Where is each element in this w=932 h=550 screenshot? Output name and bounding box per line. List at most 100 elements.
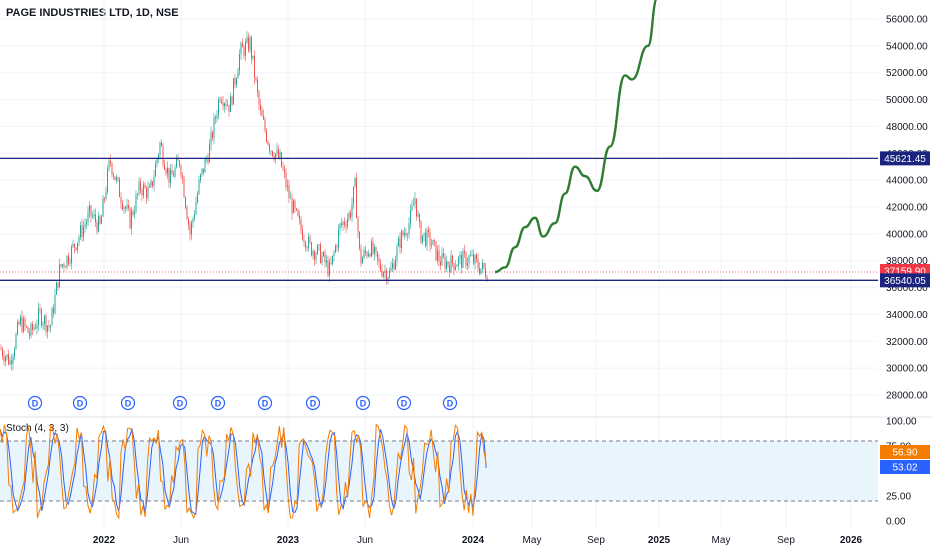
candle-body <box>444 257 446 269</box>
candle-body <box>191 222 192 235</box>
dividend-marker-circle <box>27 395 43 411</box>
candle-body <box>9 360 11 365</box>
stochastic-tick-label: 100.00 <box>886 417 917 428</box>
level-badge-upper-bg <box>880 151 930 166</box>
candle-body <box>227 104 228 106</box>
candle-body <box>189 224 191 235</box>
candle-body <box>453 263 455 270</box>
price-axis[interactable]: 28000.00 30000.00 32000.00 34000.00 36000.00… <box>886 15 928 402</box>
candle-body <box>170 169 171 183</box>
candle-body <box>443 253 444 258</box>
candle-body <box>135 194 137 212</box>
candle-body <box>359 231 360 249</box>
candle-body <box>261 109 263 117</box>
candle-body <box>165 169 167 174</box>
candle-body <box>98 215 99 232</box>
dividend-marker-circle <box>257 395 273 411</box>
candle-body <box>122 203 123 210</box>
candle-body <box>180 165 182 176</box>
candle-body <box>51 308 53 326</box>
candle-body <box>290 197 291 199</box>
dividend-marker-circle <box>210 395 226 411</box>
price-tick-label: 42000.00 <box>886 203 928 214</box>
dividend-marker-label: D <box>401 399 408 409</box>
candle-body <box>167 167 168 174</box>
stochastic-tick-label: 0.00 <box>886 517 906 528</box>
candle-body <box>387 277 389 282</box>
candle-body <box>75 247 77 250</box>
horizontal-levels[interactable] <box>0 157 878 281</box>
candle-body <box>69 263 71 265</box>
candle-body <box>474 255 476 264</box>
dividend-marker-circle <box>442 395 458 411</box>
candle-body <box>305 242 306 248</box>
candle-body <box>152 181 153 186</box>
candle-body <box>161 142 162 147</box>
price-tick-label: 30000.00 <box>886 364 928 375</box>
candle-body <box>80 225 81 238</box>
candle-body <box>371 241 372 257</box>
candle-body <box>53 308 54 314</box>
candle-body <box>234 78 236 85</box>
candle-body <box>99 215 101 224</box>
candle-body <box>224 103 225 107</box>
candle-body <box>0 348 2 350</box>
candle-body <box>365 250 366 253</box>
candle-body <box>113 174 114 177</box>
candle-body <box>255 78 257 81</box>
candle-body <box>323 252 324 257</box>
candle-body <box>251 37 252 59</box>
candle-body <box>311 242 312 256</box>
candle-body <box>422 235 423 243</box>
price-tick-label: 38000.00 <box>886 256 928 267</box>
candle-body <box>288 185 290 199</box>
candle-body <box>66 255 68 267</box>
candle-body <box>447 261 449 266</box>
price-tick-label: 56000.00 <box>886 15 928 26</box>
candle-body <box>449 265 450 273</box>
candle-body <box>236 78 237 85</box>
candle-body <box>267 141 269 145</box>
candle-body <box>33 327 35 330</box>
candle-body <box>317 245 318 255</box>
candle-body <box>45 316 47 332</box>
candle-body <box>485 268 486 278</box>
candle-body <box>428 229 429 232</box>
stoch-k-badge-bg <box>880 445 930 459</box>
candle-body <box>212 132 213 139</box>
candle-body <box>335 245 336 253</box>
candle-body <box>12 356 14 364</box>
candle-body <box>47 325 48 332</box>
time-tick-label: May <box>523 535 542 546</box>
stoch-d-badge-bg <box>880 460 930 474</box>
candle-body <box>110 160 111 164</box>
candle-body <box>338 229 339 248</box>
candle-body <box>264 119 266 131</box>
candle-body <box>137 193 138 195</box>
candle-body <box>266 130 267 142</box>
candle-body <box>215 117 216 119</box>
candle-body <box>353 186 354 204</box>
candle-body <box>8 354 9 365</box>
candle-body <box>254 55 255 79</box>
candle-body <box>179 160 180 166</box>
candle-body <box>81 225 83 237</box>
candle-body <box>182 175 183 178</box>
candle-body <box>29 332 30 336</box>
candle-body <box>381 270 383 277</box>
candle-body <box>198 180 200 194</box>
candle-body <box>425 232 426 247</box>
candle-body <box>393 263 395 270</box>
candle-body <box>177 158 179 161</box>
candle-body <box>429 231 431 246</box>
candle-body <box>95 214 96 223</box>
candle-body <box>168 167 170 183</box>
time-axis[interactable]: 2022 Jun 2023 Jun 2024 May Sep 2025 May Sep 2026 <box>93 535 863 546</box>
candle-body <box>62 264 63 267</box>
candle-body <box>336 245 338 248</box>
candle-body <box>308 236 309 249</box>
candle-body <box>345 225 347 227</box>
candle-body <box>380 262 381 271</box>
